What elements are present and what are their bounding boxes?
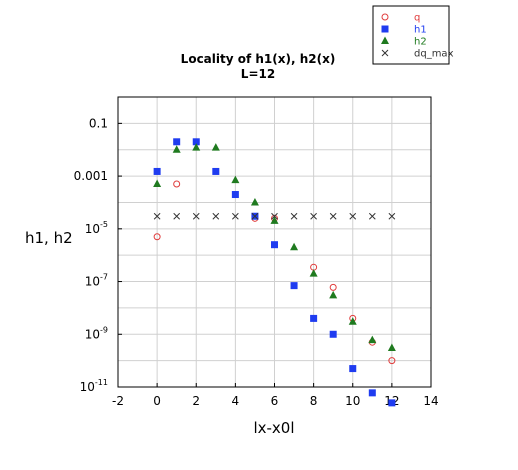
x-stroke — [251, 212, 259, 220]
point-dq-max — [212, 212, 220, 220]
point-h2 — [172, 145, 181, 153]
x-tick-label: 0 — [153, 394, 161, 408]
y-tick-label: 0.001 — [74, 169, 108, 183]
y-tick-label: 10-9 — [85, 325, 108, 341]
point-h1 — [388, 399, 396, 407]
y-tick-label: 10-7 — [85, 273, 108, 289]
legend-label: h1 — [414, 25, 427, 36]
x-stroke — [153, 212, 161, 220]
y-tick-base: 0.001 — [74, 169, 108, 183]
point-q — [173, 180, 181, 188]
x-stroke — [290, 212, 298, 220]
point-h2 — [250, 197, 259, 206]
legend-marker-h1 — [381, 25, 389, 33]
x-tick-label: 8 — [310, 394, 318, 408]
point-dq-max — [153, 212, 161, 220]
y-tick-base: 10 — [80, 380, 95, 394]
point-h2 — [348, 317, 357, 325]
point-h1 — [231, 191, 239, 199]
x-stroke — [381, 49, 389, 57]
point-h1 — [310, 314, 318, 322]
y-tick-base: 10 — [85, 222, 100, 236]
y-tick-label: 0.1 — [89, 116, 108, 130]
x-axis-label: lx-x0l — [253, 419, 294, 437]
y-tick-exponent: -7 — [100, 273, 108, 282]
x-stroke — [310, 212, 317, 220]
point-dq-max — [232, 212, 239, 220]
point-h2 — [387, 343, 396, 352]
x-stroke — [212, 212, 220, 220]
point-h2 — [192, 143, 201, 151]
point-h1 — [329, 330, 337, 338]
x-tick-label: 6 — [271, 394, 279, 408]
legend-marker-h2 — [381, 36, 389, 44]
point-h2 — [329, 290, 338, 299]
chart-subtitle: L=12 — [241, 67, 275, 81]
y-tick-label: 10-11 — [80, 378, 108, 394]
point-dq-max — [388, 212, 396, 220]
x-tick-label: -2 — [112, 394, 124, 408]
y-tick-base: 10 — [85, 327, 100, 341]
point-q — [329, 283, 337, 291]
y-tick-label: 10-5 — [85, 220, 108, 236]
point-h2 — [153, 179, 162, 188]
point-h1 — [271, 241, 278, 249]
y-tick-exponent: -11 — [95, 378, 108, 387]
legend-label: h2 — [414, 37, 427, 48]
legend-marker-q — [381, 13, 389, 21]
point-dq-max — [368, 212, 376, 220]
x-stroke — [192, 212, 200, 220]
point-h2 — [290, 242, 299, 251]
point-h2 — [368, 335, 377, 344]
data-marks — [153, 138, 396, 407]
chart-title: Locality of h1(x), h2(x) — [181, 52, 336, 66]
x-tick-label: 2 — [192, 394, 200, 408]
point-h1 — [173, 138, 181, 146]
point-h2 — [309, 269, 318, 277]
point-h1 — [368, 389, 376, 397]
x-stroke — [232, 212, 239, 220]
point-h1 — [153, 167, 161, 175]
x-stroke — [349, 212, 357, 220]
y-axis-label: h1, h2 — [25, 229, 73, 247]
y-tick-exponent: -9 — [100, 325, 108, 334]
point-dq-max — [251, 212, 259, 220]
point-dq-max — [192, 212, 200, 220]
x-stroke — [173, 212, 181, 220]
point-dq-max — [349, 212, 357, 220]
point-h1 — [192, 138, 200, 146]
grid-lines — [117, 96, 432, 388]
x-stroke — [388, 212, 396, 220]
point-dq-max — [329, 212, 337, 220]
point-h1 — [212, 167, 220, 175]
y-tick-base: 10 — [85, 275, 100, 289]
point-q — [153, 233, 161, 241]
point-dq-max — [173, 212, 181, 220]
x-axis-ticks: -202468101214 — [112, 383, 439, 408]
point-h1 — [290, 282, 298, 290]
point-h1 — [349, 365, 357, 373]
point-dq-max — [310, 212, 317, 220]
x-tick-label: 4 — [232, 394, 240, 408]
x-stroke — [368, 212, 376, 220]
legend-label: dq_max — [414, 49, 454, 60]
y-tick-exponent: -5 — [100, 220, 108, 229]
legend-marker-dq-max — [381, 49, 389, 57]
x-tick-label: 10 — [345, 394, 360, 408]
point-h2 — [211, 143, 220, 151]
x-stroke — [271, 212, 278, 220]
y-tick-base: 0.1 — [89, 116, 108, 130]
x-tick-label: 14 — [423, 394, 438, 408]
legend-label: q — [414, 13, 420, 24]
point-h2 — [231, 175, 240, 184]
point-dq-max — [290, 212, 298, 220]
point-h2 — [270, 216, 279, 224]
point-q — [388, 357, 396, 365]
x-stroke — [329, 212, 337, 220]
point-dq-max — [271, 212, 278, 220]
